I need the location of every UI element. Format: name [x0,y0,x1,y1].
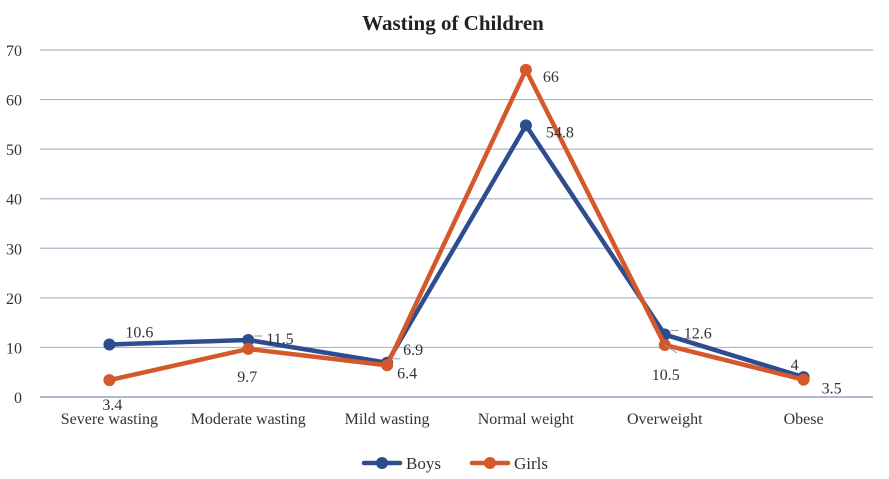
y-tick-label: 0 [14,390,22,407]
legend-marker-boys [376,457,388,469]
data-point-girls [103,374,116,387]
data-label-boys: 54.8 [546,124,574,141]
series-group [103,63,810,387]
gridlines [40,49,873,398]
series-line-girls [107,67,806,383]
x-category-label: Mild wasting [345,411,430,428]
data-point-boys [519,119,532,132]
leader-line [664,344,678,354]
legend-label-girls: Girls [514,454,548,473]
data-label-boys: 4 [791,357,799,374]
legend-label-boys: Boys [406,454,441,473]
x-category-label: Severe wasting [61,411,158,428]
x-category-label: Obese [784,411,824,428]
data-label-girls: 3.4 [102,397,122,414]
data-labels: 10.6 3.4 11.5 9.7 6.9 6.4 54.8 66 12.6 10.5 4 3.5 [102,69,841,414]
legend-marker-girls [484,457,496,469]
x-axis-categories: Severe wasting Moderate wasting Mild wasti… [61,411,824,428]
data-label-girls: 3.5 [822,381,842,398]
data-label-boys: 10.6 [125,324,153,341]
data-label-boys: 12.6 [684,326,712,343]
y-axis-ticks: 0 10 20 30 40 50 60 70 [6,43,22,407]
y-tick-label: 20 [6,291,22,308]
data-point-girls [242,342,255,355]
series-line-boys [107,123,806,380]
x-category-label: Normal weight [478,411,575,428]
data-label-boys: 11.5 [266,331,293,348]
data-point-girls [519,63,532,76]
y-tick-label: 10 [6,340,22,357]
x-category-label: Moderate wasting [191,411,306,428]
x-category-label: Overweight [627,411,703,428]
data-point-boys [103,338,116,351]
data-label-girls: 6.4 [397,365,417,382]
data-point-boys [242,333,255,346]
data-label-girls: 10.5 [652,367,680,384]
data-label-girls: 66 [543,69,559,86]
data-point-girls [381,359,394,372]
chart-title: Wasting of Children [362,11,544,35]
y-tick-label: 60 [6,93,22,110]
data-label-girls: 9.7 [237,369,257,386]
y-tick-label: 30 [6,241,22,258]
y-tick-label: 40 [6,192,22,209]
legend: Boys Girls [361,454,548,473]
y-tick-label: 70 [6,43,22,60]
data-point-girls [797,373,810,386]
y-tick-label: 50 [6,142,22,159]
data-label-boys: 6.9 [403,342,423,359]
